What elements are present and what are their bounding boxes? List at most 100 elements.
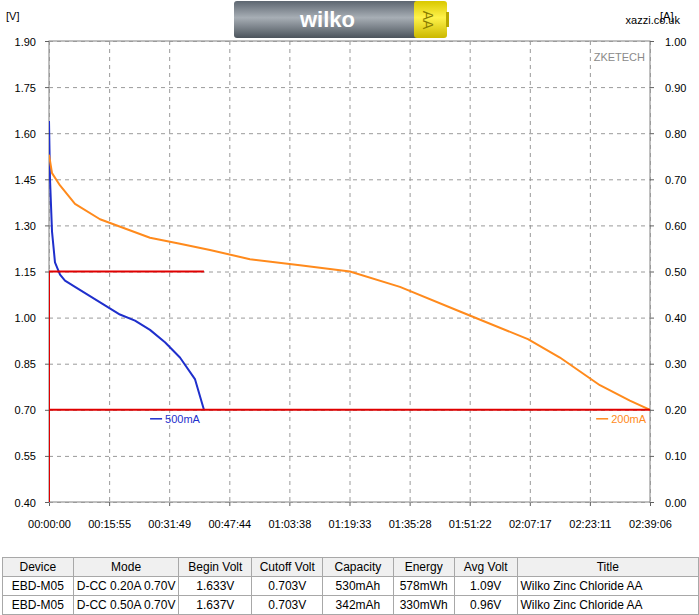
y-grid (49, 364, 650, 365)
table-cell: Wilko Zinc Chloride AA (517, 577, 698, 596)
y2-tick-label: 0.70 (665, 174, 686, 186)
x-tick-label: 02:23:11 (569, 518, 611, 530)
y-tick-label: 1.90 (15, 36, 36, 48)
summary-table: DeviceModeBegin VoltCutoff VoltCapacityE… (2, 557, 699, 615)
voltage-line (49, 121, 204, 410)
battery-size: AA (420, 11, 436, 30)
table-cell: 0.96V (454, 596, 517, 615)
x-tick (350, 502, 351, 506)
y-grid (49, 456, 650, 457)
y-tick (45, 225, 49, 226)
table-cell: EBD-M05 (3, 577, 74, 596)
table-cell: EBD-M05 (3, 596, 74, 615)
legend-label: 200mA (611, 413, 647, 425)
series-group (49, 121, 650, 502)
table-cell: 1.633V (179, 577, 252, 596)
table-cell: 530mAh (323, 577, 393, 596)
y2-tick-label: 0.90 (665, 82, 686, 94)
table-cell: 0.703V (252, 596, 323, 615)
table-cell: 1.637V (179, 596, 252, 615)
column-head: Capacity (323, 558, 393, 577)
y-grid (49, 502, 650, 503)
y-tick (45, 318, 49, 319)
column-head: Mode (73, 558, 179, 577)
battery-tip (446, 12, 449, 27)
plot-frame (49, 41, 650, 502)
y-tick (45, 410, 49, 411)
table-cell: D-CC 0.50A 0.70V (73, 596, 179, 615)
column-head: Energy (393, 558, 454, 577)
column-head: Cutoff Volt (252, 558, 323, 577)
y-grid (49, 133, 650, 134)
x-tick-label: 01:03:38 (268, 518, 311, 530)
battery-brand: wilko (299, 7, 355, 32)
y2-tick (650, 318, 654, 319)
x-grid (470, 41, 471, 502)
column-head: Device (3, 558, 74, 577)
x-tick (590, 502, 591, 506)
y2-tick-label: 0.60 (665, 220, 686, 232)
header-row: DeviceModeBegin VoltCutoff VoltCapacityE… (3, 558, 699, 577)
y-tick-label: 0.55 (15, 450, 36, 462)
y2-tick-label: 0.50 (665, 266, 686, 278)
x-tick-label: 01:35:28 (389, 518, 432, 530)
y-tick (45, 133, 49, 134)
x-tick-label: 02:39:06 (629, 518, 672, 530)
table-cell: Wilko Zinc Chloride AA (517, 596, 698, 615)
column-head: Title (517, 558, 698, 577)
y2-tick-label: 0.80 (665, 128, 686, 140)
chart: 00:00:00 00:15:55 00:31:49 00:47:44 01:03:38… (0, 0, 699, 552)
watermark: xazzi.co.uk (626, 14, 681, 26)
y-tick (45, 456, 49, 457)
y-tick-label: 1.45 (15, 174, 36, 186)
y-grid (49, 318, 650, 319)
y-tick (45, 41, 49, 42)
y2-tick (650, 41, 654, 42)
y-tick-label: 0.70 (15, 404, 36, 416)
y2-tick (650, 179, 654, 180)
y-grid (49, 41, 650, 42)
y-grid (49, 87, 650, 88)
y2-tick-label: 0.20 (665, 404, 686, 416)
legend-label: 500mA (165, 413, 201, 425)
y2-tick (650, 87, 654, 88)
y-grid (49, 225, 650, 226)
x-tick-label: 00:15:55 (88, 518, 131, 530)
x-grid (229, 41, 230, 502)
table-row: EBD-M05D-CC 0.50A 0.70V1.637V0.703V342mA… (3, 596, 699, 615)
y-tick-label: 1.60 (15, 128, 36, 140)
x-tick-label: 00:31:49 (148, 518, 191, 530)
x-tick (470, 502, 471, 506)
y2-tick (650, 410, 654, 411)
x-tick-label: 01:51:22 (449, 518, 492, 530)
y-axis-title: [V] (6, 10, 19, 22)
table-cell: 342mAh (323, 596, 393, 615)
y2-tick-label: 1.00 (665, 36, 686, 48)
y2-tick (650, 272, 654, 273)
y-tick-label: 1.15 (15, 266, 36, 278)
x-tick (109, 502, 110, 506)
y-tick-label: 1.00 (15, 312, 36, 324)
y-tick (45, 272, 49, 273)
x-tick-label: 00:47:44 (208, 518, 251, 530)
y-tick (45, 179, 49, 180)
device-brand: ZKETECH (594, 51, 645, 63)
legend-key (150, 418, 162, 420)
column-head: Begin Volt (179, 558, 252, 577)
y2-tick-label: 0.10 (665, 450, 686, 462)
y2-tick (650, 364, 654, 365)
battery-body (234, 1, 420, 38)
table-cell: 1.09V (454, 577, 517, 596)
y-tick-label: 1.75 (15, 82, 36, 94)
battery-cap (414, 1, 447, 38)
x-tick-label: 01:19:33 (329, 518, 372, 530)
y2-tick-label: 0.00 (665, 497, 686, 509)
y-tick-label: 1.30 (15, 220, 36, 232)
y-tick-label: 0.40 (15, 497, 36, 509)
y-tick-label: 0.85 (15, 358, 36, 370)
y-tick (45, 87, 49, 88)
x-tick (229, 502, 230, 506)
x-tick-label: 00:00:00 (28, 518, 71, 530)
table-cell: D-CC 0.20A 0.70V (73, 577, 179, 596)
table-cell: 330mWh (393, 596, 454, 615)
